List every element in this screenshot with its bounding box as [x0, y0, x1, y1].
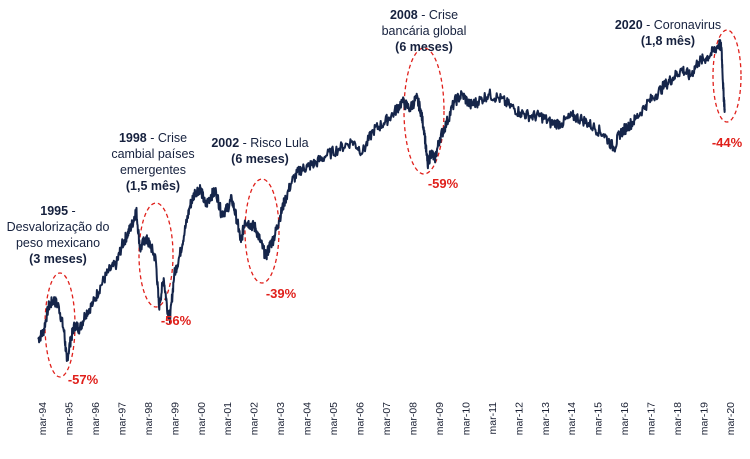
x-tick-label: mar-99 — [169, 402, 181, 435]
x-tick-label: mar-07 — [381, 402, 393, 435]
x-tick-label: mar-06 — [355, 402, 367, 435]
annotation-2002: 2002 - Risco Lula (6 meses) -39% — [211, 136, 308, 301]
annotation-1995-drawdown: -57% — [68, 372, 99, 387]
annotation-2020-year: 2020 — [615, 18, 643, 32]
annotation-2020: 2020 - Coronavirus (1,8 mês) -44% — [615, 18, 743, 150]
crisis-ellipse-2008 — [403, 47, 445, 175]
annotation-1998-duration: (1,5 mês) — [126, 179, 180, 193]
x-tick-label: mar-97 — [116, 402, 128, 435]
svg-text:2008 - Crise: 2008 - Crise — [390, 8, 458, 22]
annotation-1998: 1998 - Crise cambial países emergentes (… — [111, 131, 194, 328]
annotation-1995: 1995 - Desvalorização do peso mexicano (… — [7, 204, 110, 387]
annotation-1998-year: 1998 — [119, 131, 147, 145]
x-tick-label: mar-03 — [275, 402, 287, 435]
x-tick-label: mar-02 — [249, 402, 261, 435]
x-tick-label: mar-98 — [143, 402, 155, 435]
crisis-ellipses — [44, 29, 742, 378]
x-tick-label: mar-05 — [328, 402, 340, 435]
annotation-1995-text: Desvalorização do — [7, 220, 110, 234]
x-tick-label: mar-95 — [64, 402, 76, 435]
x-tick-label: mar-01 — [222, 402, 234, 435]
crisis-ellipse-1998 — [138, 202, 174, 308]
annotation-1995-text2: peso mexicano — [16, 236, 100, 250]
svg-text:2020 - Coronavirus: 2020 - Coronavirus — [615, 18, 721, 32]
x-tick-label: mar-09 — [434, 402, 446, 435]
crisis-ellipse-2002 — [244, 178, 280, 284]
x-tick-label: mar-96 — [90, 402, 102, 435]
annotation-1998-text2: cambial países — [111, 147, 194, 161]
x-tick-label: mar-17 — [646, 402, 658, 435]
annotation-2008-text2: bancária global — [382, 24, 467, 38]
x-tick-label: mar-13 — [540, 402, 552, 435]
annotation-2002-duration: (6 meses) — [231, 152, 289, 166]
annotation-2002-year: 2002 — [211, 136, 239, 150]
annotation-2008-year: 2008 — [390, 8, 418, 22]
annotation-1998-drawdown: -56% — [161, 313, 192, 328]
x-tick-label: mar-12 — [513, 402, 525, 435]
x-tick-label: mar-20 — [725, 402, 737, 435]
crisis-ellipse-1995 — [44, 272, 76, 378]
x-tick-label: mar-04 — [302, 402, 314, 435]
x-tick-label: mar-94 — [37, 402, 49, 435]
annotation-2008-duration: (6 meses) — [395, 40, 453, 54]
x-axis-ticks: mar-94 mar-95 mar-96 mar-97 mar-98 mar-99 mar-… — [37, 402, 737, 435]
crisis-ellipse-2020 — [712, 29, 742, 123]
annotation-1995-duration: (3 meses) — [29, 252, 87, 266]
x-tick-label: mar-16 — [619, 402, 631, 435]
x-tick-label: mar-00 — [196, 402, 208, 435]
annotation-1998-text: Crise — [158, 131, 187, 145]
annotation-2008-text: Crise — [429, 8, 458, 22]
annotation-2008: 2008 - Crise bancária global (6 meses) -… — [382, 8, 467, 191]
svg-text:2002 - Risco Lula: 2002 - Risco Lula — [211, 136, 308, 150]
annotation-2020-text: Coronavirus — [654, 18, 721, 32]
x-tick-label: mar-15 — [593, 402, 605, 435]
annotation-2008-drawdown: -59% — [428, 176, 459, 191]
svg-text:1995 -: 1995 - — [40, 204, 75, 218]
svg-text:1998 - Crise: 1998 - Crise — [119, 131, 187, 145]
x-tick-label: mar-08 — [408, 402, 420, 435]
annotation-2002-drawdown: -39% — [266, 286, 297, 301]
x-tick-label: mar-18 — [672, 402, 684, 435]
annotation-1995-year: 1995 — [40, 204, 68, 218]
x-tick-label: mar-14 — [566, 402, 578, 435]
annotation-2020-duration: (1,8 mês) — [641, 34, 695, 48]
series-line — [37, 39, 726, 362]
x-tick-label: mar-19 — [699, 402, 711, 435]
annotation-2002-text: Risco Lula — [250, 136, 308, 150]
annotation-2020-drawdown: -44% — [712, 135, 743, 150]
annotation-1998-text3: emergentes — [120, 163, 186, 177]
x-tick-label: mar-10 — [460, 402, 472, 435]
x-tick-label: mar-11 — [487, 402, 499, 435]
